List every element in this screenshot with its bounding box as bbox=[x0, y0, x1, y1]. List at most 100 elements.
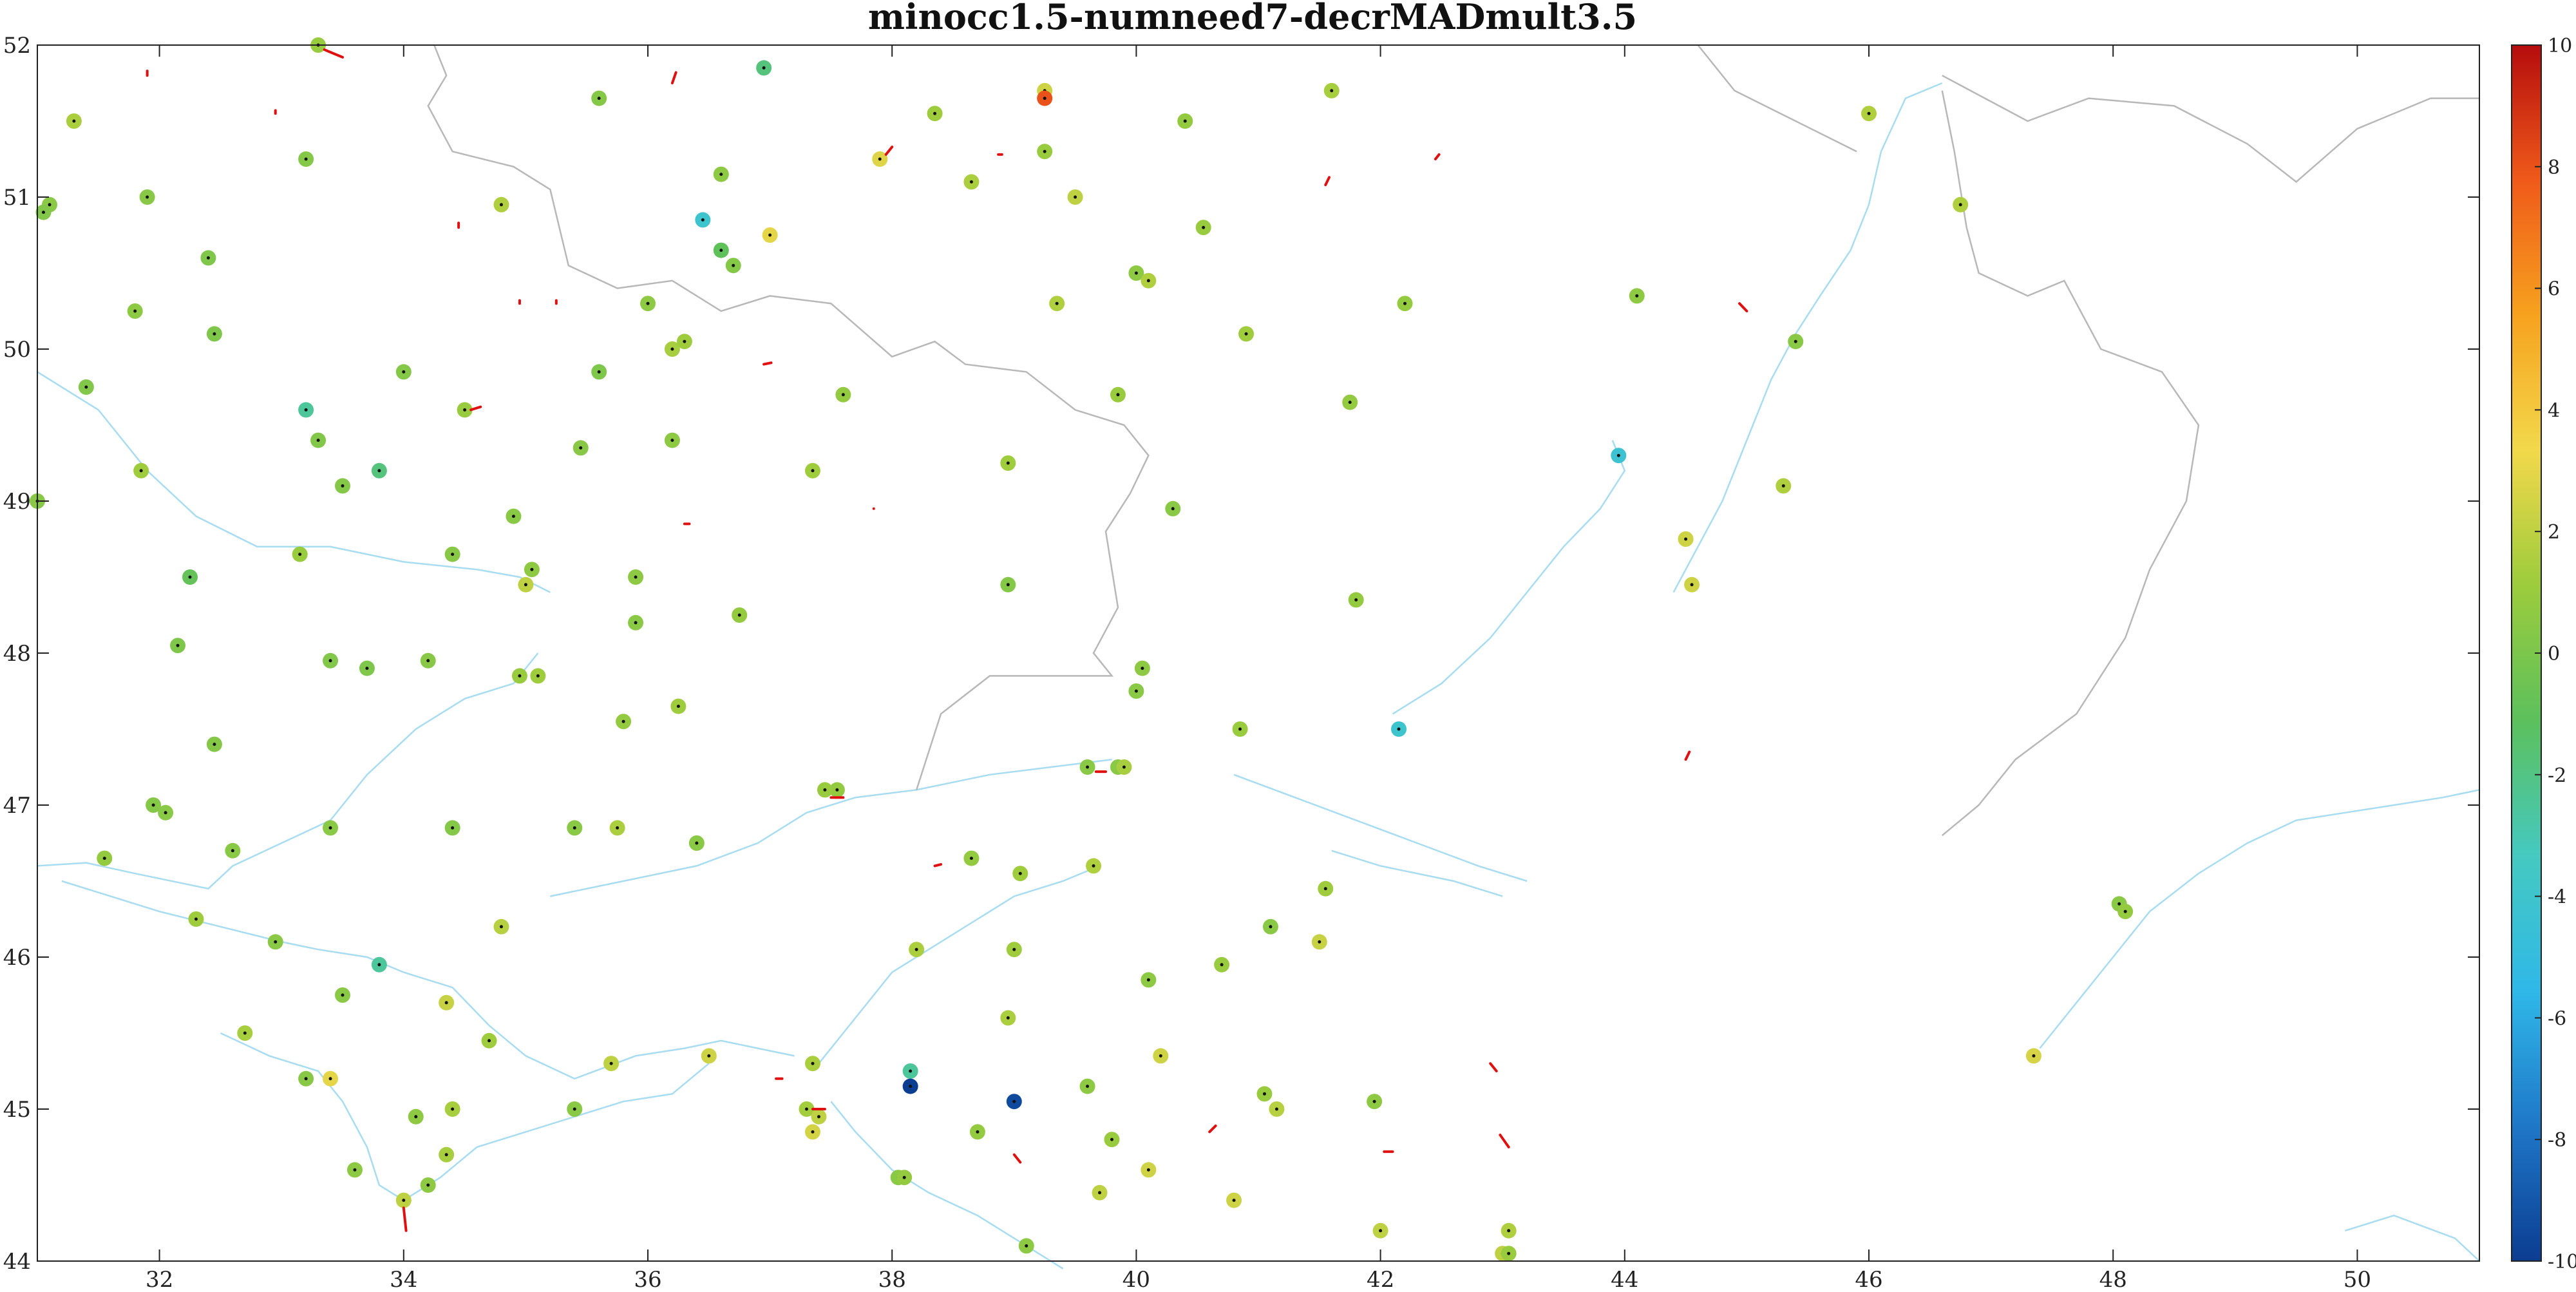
station-center-dot bbox=[976, 1130, 980, 1134]
station-center-dot bbox=[304, 408, 308, 412]
station-center-dot bbox=[634, 621, 638, 625]
station-center-dot bbox=[878, 157, 882, 161]
station-center-dot bbox=[139, 469, 143, 473]
station-center-dot bbox=[969, 857, 973, 860]
station-center-dot bbox=[1781, 484, 1785, 488]
station-center-dot bbox=[1379, 1229, 1383, 1233]
station-center-dot bbox=[573, 826, 576, 830]
station-center-dot bbox=[1006, 1016, 1010, 1020]
station-center-dot bbox=[1074, 195, 1077, 199]
station-center-dot bbox=[762, 66, 766, 70]
coastline-7 bbox=[1233, 774, 1528, 882]
coastline-1 bbox=[37, 371, 551, 593]
station-center-dot bbox=[804, 1107, 808, 1111]
border-0 bbox=[427, 44, 1150, 790]
station-center-dot bbox=[316, 439, 320, 442]
station-center-dot bbox=[1690, 583, 1694, 587]
vector-mark bbox=[762, 361, 773, 366]
station-center-dot bbox=[511, 515, 515, 518]
vector-mark bbox=[402, 1206, 408, 1232]
coastline-and-border-layer bbox=[37, 44, 2480, 1269]
station-center-dot bbox=[353, 1168, 357, 1172]
station-center-dot bbox=[701, 218, 705, 222]
station-center-dot bbox=[1183, 119, 1187, 123]
axes-layer: 32 34 36 38 40 42 44 46 48 50 44 45 46 47 48 49 50 51 52 bbox=[3, 33, 2479, 1292]
station-center-dot bbox=[707, 1054, 711, 1058]
station-center-dot bbox=[530, 567, 534, 571]
station-center-dot bbox=[328, 1077, 332, 1081]
station-center-dot bbox=[402, 370, 406, 374]
station-center-dot bbox=[841, 393, 845, 397]
station-center-dot bbox=[811, 1061, 815, 1065]
vector-mark bbox=[1738, 302, 1748, 312]
station-center-dot bbox=[579, 446, 583, 450]
x-tick-label: 46 bbox=[1855, 1267, 1882, 1292]
station-center-dot bbox=[304, 157, 308, 161]
station-center-dot bbox=[444, 1001, 448, 1005]
coastline-12 bbox=[2345, 1214, 2480, 1262]
station-center-dot bbox=[274, 940, 278, 944]
x-tick-label: 42 bbox=[1367, 1267, 1394, 1292]
coastline-11 bbox=[2039, 789, 2480, 1049]
station-center-dot bbox=[133, 309, 137, 313]
station-center-dot bbox=[621, 719, 625, 723]
y-tick-label: 50 bbox=[3, 337, 31, 363]
station-center-dot bbox=[969, 180, 973, 184]
station-center-dot bbox=[646, 301, 650, 305]
station-center-dot bbox=[1012, 947, 1016, 951]
vector-mark bbox=[1499, 1134, 1510, 1148]
station-center-dot bbox=[1867, 111, 1871, 115]
station-center-dot bbox=[1116, 393, 1120, 397]
colorbar-tick-label: -4 bbox=[2548, 886, 2566, 909]
colorbar-tick-label: 4 bbox=[2548, 399, 2560, 422]
station-center-dot bbox=[444, 1153, 448, 1157]
station-center-dot bbox=[1397, 727, 1401, 731]
vector-mark bbox=[884, 146, 894, 156]
vector-mark bbox=[1684, 750, 1691, 761]
station-center-dot bbox=[719, 249, 723, 252]
y-tick-label: 45 bbox=[3, 1097, 31, 1123]
y-tick-label: 49 bbox=[3, 489, 31, 515]
station-center-dot bbox=[1403, 301, 1407, 305]
station-center-dot bbox=[499, 925, 503, 929]
station-center-dot bbox=[402, 1199, 406, 1202]
station-center-dot bbox=[1006, 583, 1010, 587]
station-center-dot bbox=[817, 1115, 820, 1119]
plot-frame bbox=[37, 44, 2480, 1262]
station-center-dot bbox=[1141, 667, 1144, 670]
station-center-dot bbox=[41, 211, 45, 214]
station-center-dot bbox=[451, 553, 455, 556]
station-center-dot bbox=[2123, 909, 2127, 913]
station-center-dot bbox=[670, 347, 674, 351]
border-2 bbox=[1941, 90, 2200, 837]
station-center-dot bbox=[377, 963, 381, 967]
station-center-dot bbox=[243, 1031, 247, 1035]
station-center-dot bbox=[213, 332, 216, 336]
station-center-dot bbox=[732, 263, 735, 267]
station-center-dot bbox=[737, 613, 741, 617]
x-tick-label: 40 bbox=[1122, 1267, 1150, 1292]
station-center-dot bbox=[1134, 271, 1138, 275]
station-center-dot bbox=[231, 849, 234, 853]
y-tick-label: 48 bbox=[3, 641, 31, 667]
station-center-dot bbox=[1323, 887, 1327, 891]
colorbar-tick-label: 0 bbox=[2548, 643, 2560, 665]
station-center-dot bbox=[683, 339, 687, 343]
coastline-4 bbox=[550, 758, 1112, 897]
station-center-dot bbox=[1794, 339, 1797, 343]
station-center-dot bbox=[1958, 203, 1962, 207]
station-center-dot bbox=[1086, 1085, 1090, 1088]
station-center-dot bbox=[1318, 940, 1321, 944]
station-center-dot bbox=[1330, 89, 1334, 93]
coastline-10 bbox=[1672, 82, 1943, 593]
colorbar: 10 8 6 4 2 0 -2 -4 -6 -8 -10 bbox=[2511, 35, 2576, 1273]
station-center-dot bbox=[1134, 689, 1138, 693]
station-center-dot bbox=[1269, 925, 1273, 929]
colorbar-tick-label: 2 bbox=[2548, 521, 2560, 544]
station-center-dot bbox=[616, 826, 620, 830]
station-center-dot bbox=[48, 203, 52, 207]
x-tick-label: 38 bbox=[878, 1267, 906, 1292]
station-center-dot bbox=[365, 667, 369, 670]
station-center-dot bbox=[151, 803, 155, 807]
station-center-dot bbox=[1146, 279, 1150, 283]
